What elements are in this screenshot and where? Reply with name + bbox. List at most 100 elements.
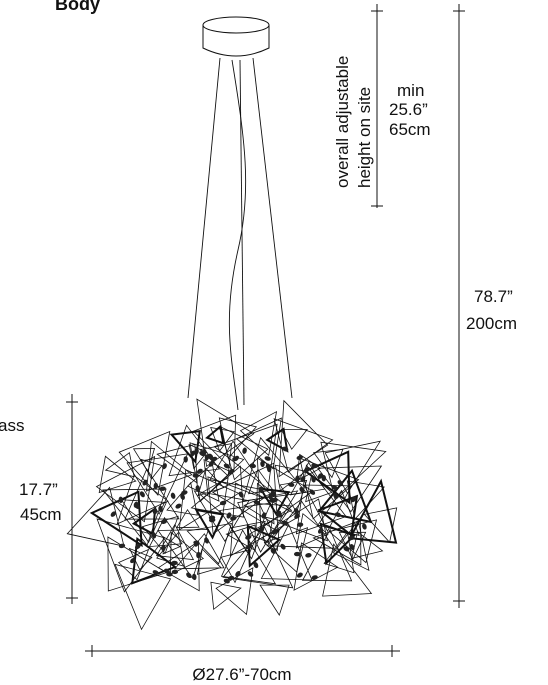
crystal-bead — [276, 511, 282, 518]
crystal-bead — [208, 453, 214, 460]
min-cm: 65cm — [389, 120, 431, 139]
crystal-bead — [295, 475, 300, 482]
glass-shard — [169, 531, 205, 575]
crystal-bead — [192, 473, 200, 478]
glass-shard — [114, 563, 172, 631]
crystal-bead — [299, 487, 305, 493]
crystal-bead — [196, 551, 201, 559]
crystal-bead — [153, 482, 159, 490]
crystal-bead — [195, 485, 201, 492]
crystal-bead — [196, 468, 203, 474]
crystal-bead — [130, 557, 136, 564]
crystal-bead — [199, 451, 206, 457]
crystal-bead — [181, 490, 188, 495]
glass-shard — [332, 519, 370, 572]
crystal-bead — [209, 517, 216, 523]
crystal-bead — [242, 447, 247, 454]
glass-shard — [98, 455, 137, 494]
glass-shard — [102, 488, 167, 547]
crystal-bead — [337, 480, 344, 486]
glass-shard — [198, 476, 229, 516]
crystal-bead — [208, 460, 214, 467]
glass-shard — [140, 458, 163, 480]
glass-shard — [196, 398, 255, 467]
glass-shard — [323, 530, 355, 574]
glass-shard — [348, 478, 398, 544]
body-height-inches: 17.7” — [19, 480, 58, 499]
adjustable-label-line1: overall adjustable — [333, 56, 352, 188]
crystal-bead — [223, 463, 230, 469]
body-height-dimension — [66, 394, 78, 604]
total-height-cm: 200cm — [466, 314, 517, 333]
glass-shard — [157, 529, 209, 580]
crystal-bead — [309, 489, 316, 495]
crystal-bead — [158, 505, 163, 513]
crystal-bead — [343, 546, 350, 552]
crystal-bead — [294, 513, 300, 519]
glass-shard — [220, 529, 277, 585]
crystal-bead — [110, 511, 117, 517]
crystal-bead — [142, 479, 148, 486]
crystal-bead — [362, 523, 367, 530]
glass-shard — [194, 508, 225, 540]
glass-shard — [146, 440, 193, 492]
crystal-bead — [334, 512, 342, 518]
diameter-label: Ø27.6”-70cm — [192, 665, 291, 684]
crystal-bead — [180, 493, 185, 500]
crystal-bead — [333, 492, 339, 499]
glass-shard — [258, 503, 293, 534]
crystal-bead — [162, 463, 167, 470]
glass-shard — [148, 516, 183, 548]
glass-shard — [239, 410, 278, 457]
glass-shard — [66, 486, 125, 547]
crystal-bead — [311, 463, 318, 469]
glass-shard — [95, 455, 156, 523]
ceiling-canopy — [202, 16, 270, 57]
crystal-bead — [134, 543, 141, 550]
crystal-bead — [282, 446, 289, 452]
glass-shard — [296, 453, 322, 482]
crystal-bead — [350, 496, 357, 503]
adjustable-label-line2: height on site — [355, 87, 374, 188]
suspension-cables — [187, 57, 293, 411]
crystal-bead — [296, 455, 303, 460]
diameter-dimension — [85, 645, 400, 657]
min-label: min — [397, 81, 424, 100]
crystal-bead — [219, 500, 227, 506]
glass-shard — [261, 528, 280, 552]
total-height-dimension — [453, 4, 465, 608]
glass-shard — [104, 452, 135, 478]
crystal-bead — [186, 572, 192, 579]
crystal-bead — [151, 532, 157, 539]
glass-shard — [199, 443, 233, 477]
glass-shard — [235, 417, 282, 470]
crystal-bead — [268, 493, 273, 500]
glass-shard — [363, 507, 398, 544]
crystal-bead — [238, 491, 244, 498]
crystal-bead — [152, 570, 159, 575]
glass-shard — [168, 424, 221, 477]
total-height-inches: 78.7” — [474, 287, 513, 306]
glass-shard — [218, 417, 258, 459]
crystal-bead — [349, 544, 355, 550]
crystal-bead — [296, 522, 304, 527]
crystal-bead — [161, 544, 166, 552]
crystal-bead — [245, 534, 252, 540]
crystal-bead — [247, 571, 254, 577]
crystal-bead — [282, 520, 289, 526]
glass-shard — [258, 487, 291, 516]
crystal-bead — [280, 543, 286, 550]
crystal-bead — [261, 512, 267, 519]
glass-shard — [155, 523, 195, 561]
glass-shard — [209, 440, 267, 491]
glass-shard — [120, 499, 167, 544]
glass-shard — [89, 490, 143, 548]
glass-shard — [220, 549, 251, 584]
glass-shard — [280, 429, 309, 450]
crystal-bead — [271, 529, 278, 535]
crystal-bead — [226, 512, 232, 519]
crystal-bead — [159, 486, 166, 491]
crystal-bead — [170, 492, 176, 499]
glass-shard — [188, 443, 208, 470]
crystal-bead — [348, 535, 355, 541]
